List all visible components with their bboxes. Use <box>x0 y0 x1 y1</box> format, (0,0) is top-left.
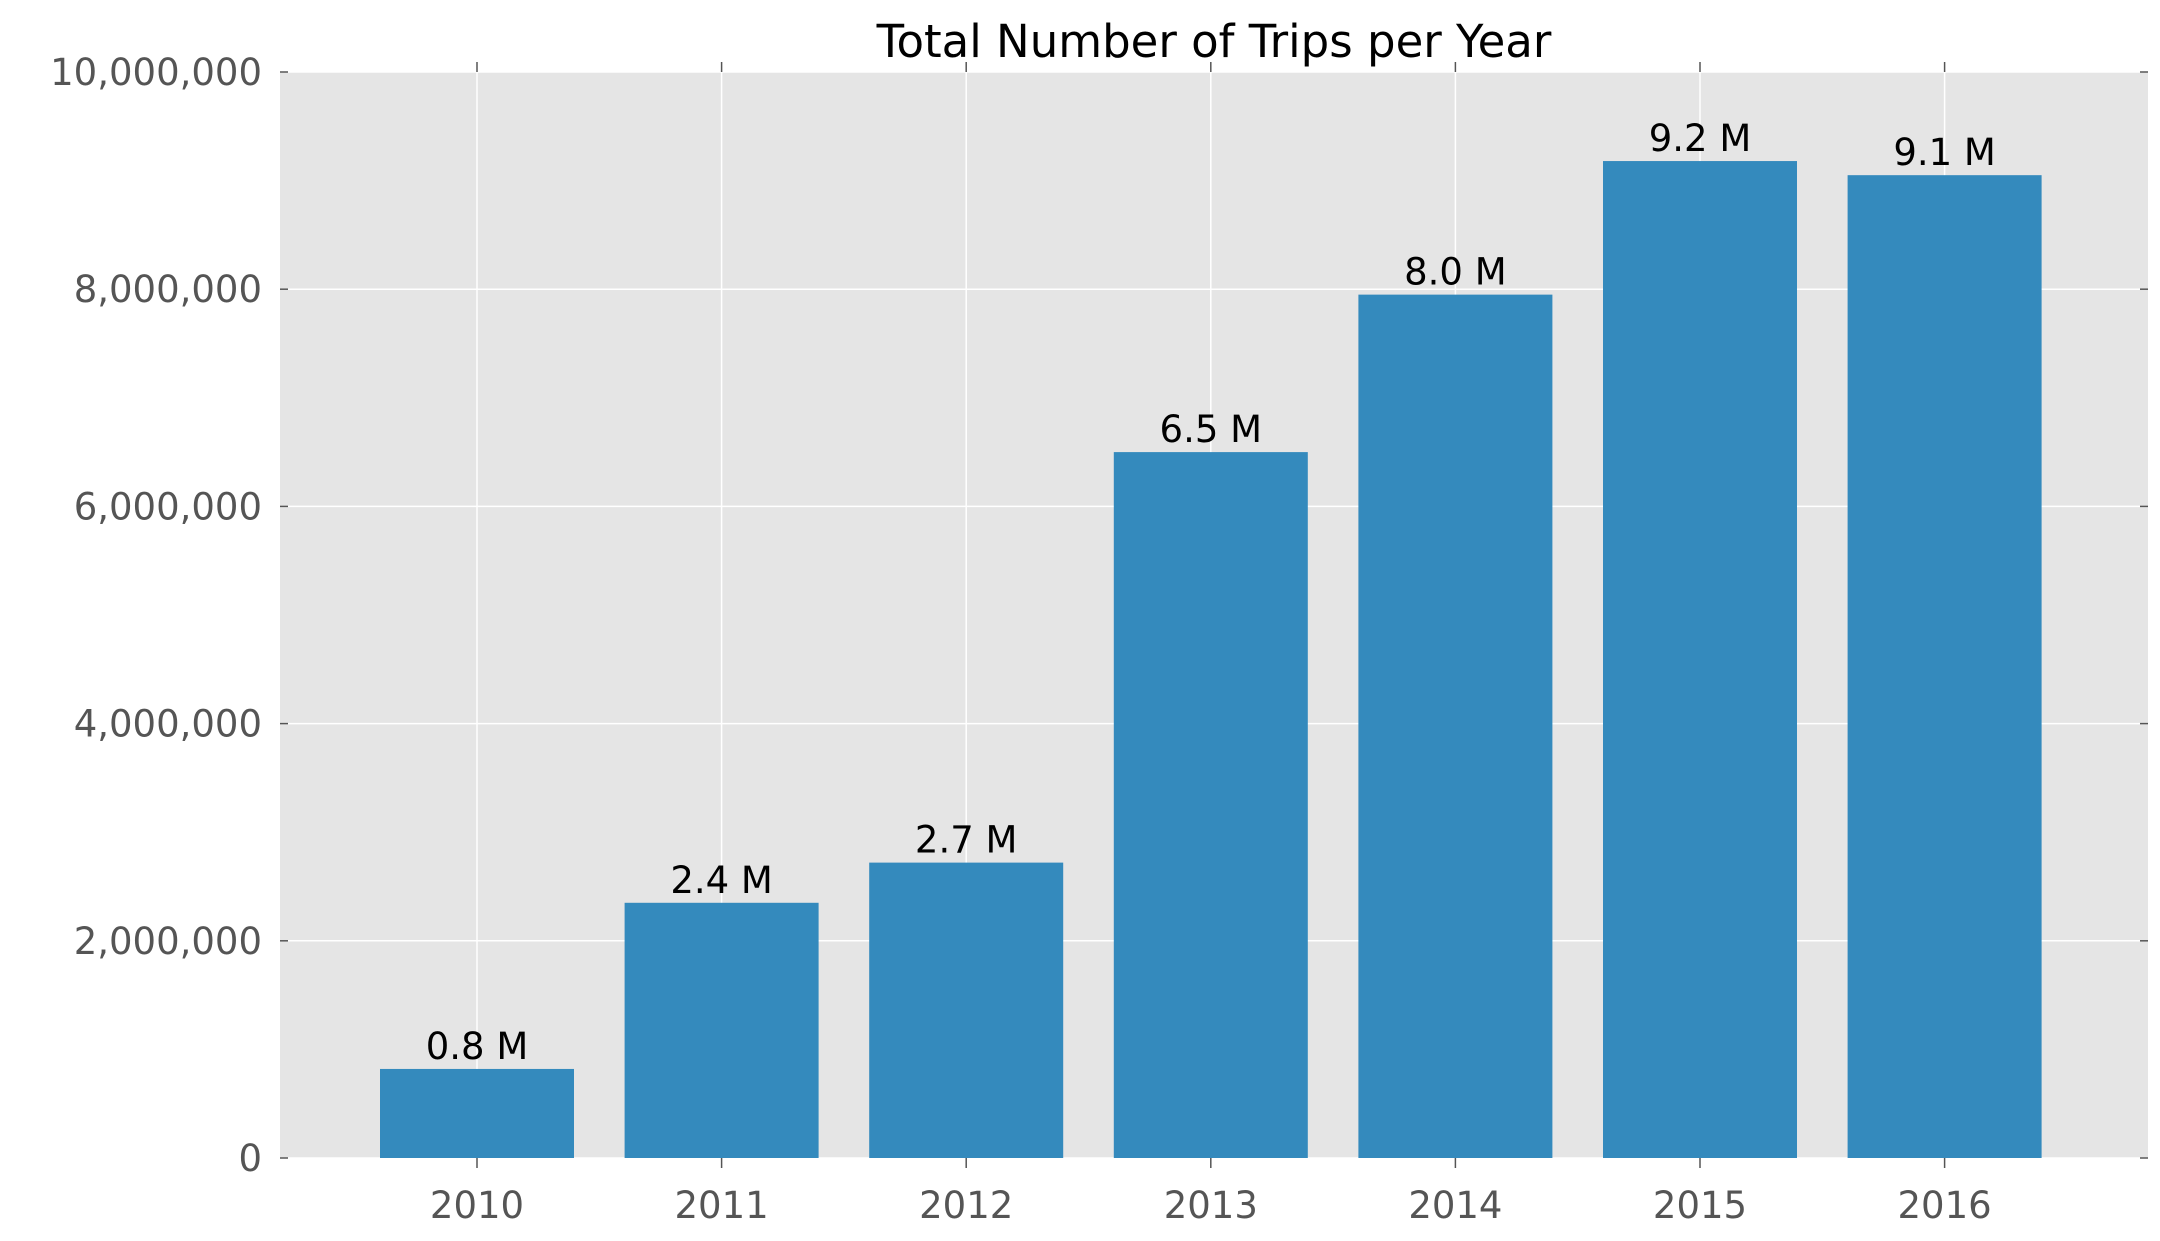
bar-2011 <box>624 902 819 1158</box>
bar-value-label: 9.2 M <box>1649 117 1752 160</box>
y-tick-label: 4,000,000 <box>74 703 262 746</box>
bar-value-label: 2.4 M <box>670 859 773 902</box>
y-tick-label: 6,000,000 <box>74 485 262 528</box>
y-tick-label: 0 <box>238 1137 262 1180</box>
bar-value-label: 9.1 M <box>1893 131 1996 174</box>
axis-tick-labels: 0 2,000,000 4,000,000 6,000,000 8,000,000 10,… <box>50 51 1992 1227</box>
x-tick-label: 2010 <box>430 1184 524 1227</box>
x-tick-label: 2014 <box>1408 1184 1502 1227</box>
x-tick-label: 2013 <box>1164 1184 1258 1227</box>
y-tick-label: 2,000,000 <box>74 920 262 963</box>
bar-2012 <box>869 862 1064 1158</box>
axis-ticks <box>280 62 2148 1168</box>
bar-2013 <box>1113 452 1308 1159</box>
x-tick-label: 2011 <box>675 1184 769 1227</box>
x-tick-label: 2016 <box>1898 1184 1992 1227</box>
bar-2010 <box>380 1068 574 1158</box>
x-tick-label: 2015 <box>1653 1184 1747 1227</box>
bar-value-label: 2.7 M <box>915 819 1018 862</box>
y-tick-label: 8,000,000 <box>74 268 262 311</box>
bar-2014 <box>1358 294 1553 1158</box>
bar-value-label: 0.8 M <box>426 1025 529 1068</box>
x-tick-label: 2012 <box>919 1184 1013 1227</box>
y-tick-label: 10,000,000 <box>50 51 262 94</box>
data-labels: 0.8 M 2.4 M 2.7 M 6.5 M 8.0 M 9.2 M 9.1 M <box>426 117 1996 1068</box>
bar-2016 <box>1847 175 2042 1159</box>
bars <box>380 161 2042 1159</box>
bar-value-label: 8.0 M <box>1404 251 1507 294</box>
chart-title: Total Number of Trips per Year <box>876 15 1552 68</box>
bar-value-label: 6.5 M <box>1160 408 1263 451</box>
bar-2015 <box>1603 161 1797 1158</box>
